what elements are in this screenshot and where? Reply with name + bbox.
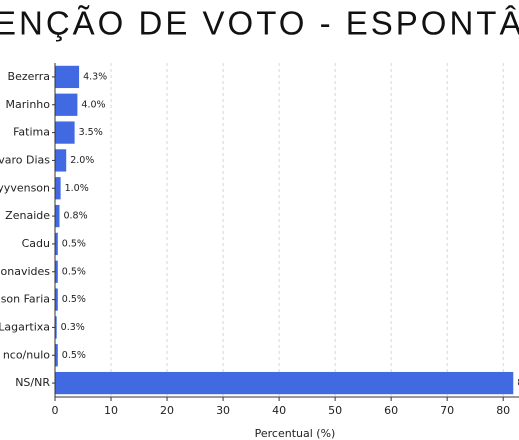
x-tick-label: 0	[52, 404, 59, 417]
y-tick-label: Marinho	[6, 98, 51, 111]
x-tick-label: 60	[384, 404, 398, 417]
x-axis-label: Percentual (%)	[255, 427, 336, 440]
value-label: 0.3%	[61, 322, 85, 333]
bar	[55, 204, 60, 228]
value-label: 0.5%	[62, 238, 86, 249]
bar	[55, 260, 58, 283]
y-tick-label: NS/NR	[15, 376, 50, 389]
x-tick-label: 40	[272, 404, 286, 417]
value-label: 0.5%	[62, 266, 86, 277]
x-tick-label: 50	[328, 404, 342, 417]
y-tick-label: Fatima	[13, 126, 50, 139]
y-tick-label: yyvenson	[0, 181, 50, 194]
bar	[55, 93, 78, 116]
y-tick-label: son Faria	[1, 293, 50, 306]
value-label: 4.0%	[81, 99, 105, 110]
x-tick-label: 20	[160, 404, 174, 417]
value-label: 4.3%	[83, 71, 107, 82]
x-tick-label: 80	[496, 404, 510, 417]
bar	[55, 65, 80, 89]
bar	[55, 371, 514, 395]
bar	[55, 149, 67, 172]
y-tick-label: varo Dias	[0, 153, 50, 166]
y-tick-label: Lagartixa	[0, 320, 50, 333]
value-label: 0.5%	[62, 350, 86, 361]
y-tick-label: onavides	[1, 265, 51, 278]
value-label: 3.5%	[79, 127, 103, 138]
bar	[55, 232, 58, 256]
y-tick-label: Cadu	[22, 237, 50, 250]
bar	[55, 288, 58, 311]
y-tick-label: Bezerra	[8, 70, 50, 83]
value-label: 0.5%	[62, 294, 86, 305]
x-tick-label: 30	[216, 404, 230, 417]
value-label: 2.0%	[70, 155, 94, 166]
value-label: 0.8%	[63, 211, 87, 222]
value-label: 8	[517, 378, 519, 389]
x-tick-label: 70	[440, 404, 454, 417]
bar	[55, 316, 57, 339]
x-tick-label: 10	[104, 404, 118, 417]
y-tick-label: nco/nulo	[3, 348, 50, 361]
bar	[55, 121, 75, 144]
value-label: 1.0%	[65, 183, 89, 194]
bar	[55, 177, 61, 200]
chart-title: ENÇÃO DE VOTO - ESPONTÂ	[0, 5, 519, 42]
y-tick-label: Zenaide	[5, 209, 50, 222]
bar	[55, 344, 58, 367]
